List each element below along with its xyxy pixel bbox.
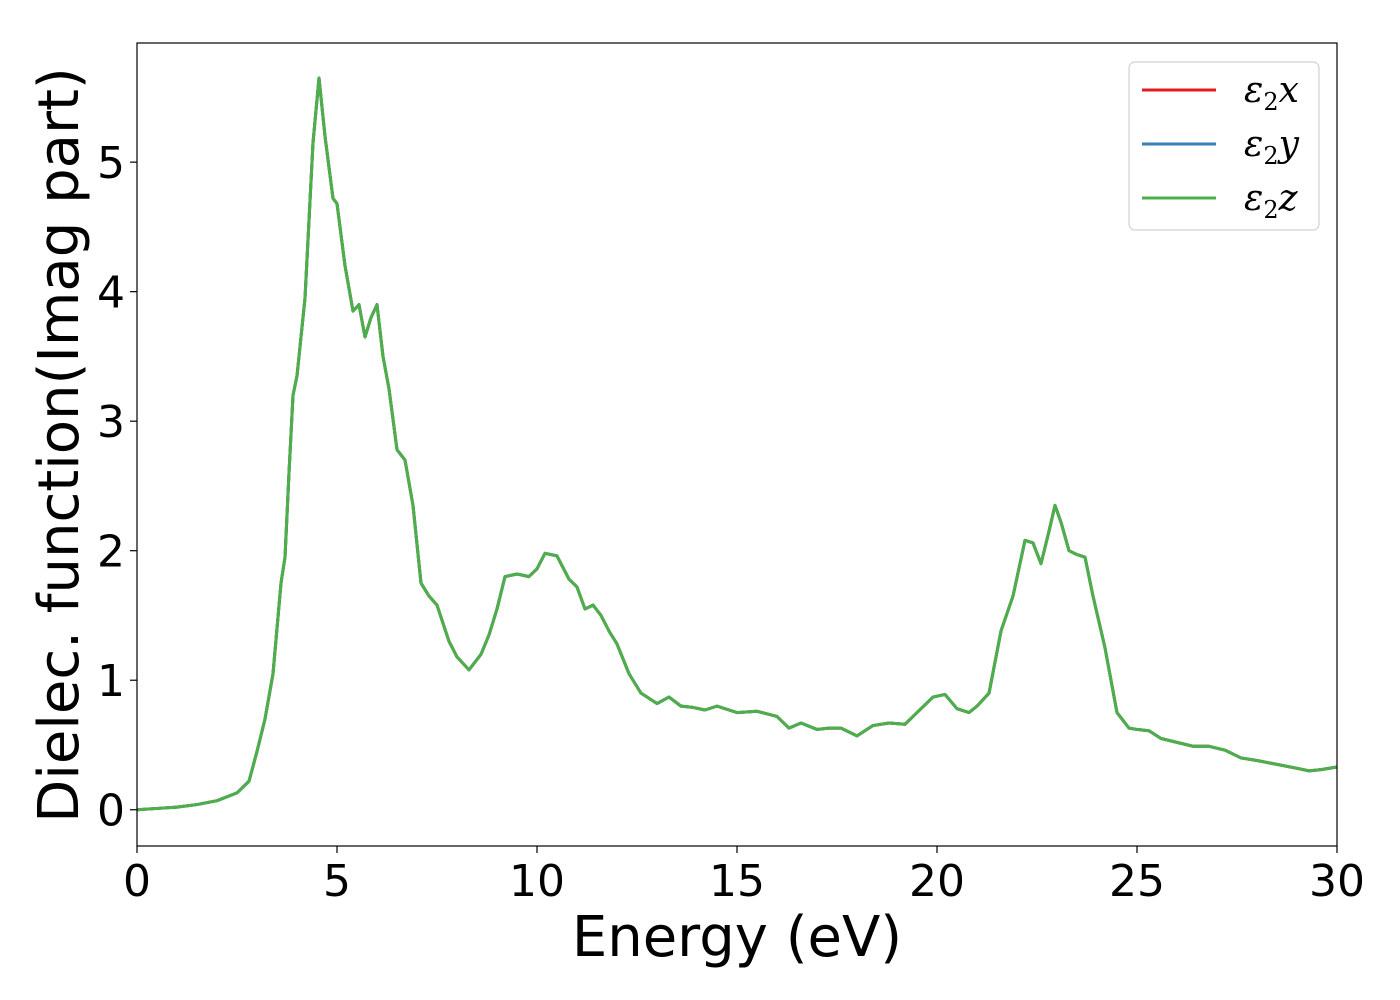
y-axis: 0 1 2 3 4 5 <box>97 138 137 837</box>
series-layer <box>136 76 1338 812</box>
series-line-ε2z <box>136 76 1338 812</box>
legend-label: ε2x <box>1244 70 1299 116</box>
y-axis-label: Dielec. function(Imag part) <box>27 67 92 823</box>
legend-symbol: ε <box>1244 70 1263 111</box>
legend-box <box>1128 61 1320 231</box>
y-tick-label: 5 <box>97 138 125 189</box>
legend-subscript: 2 <box>1263 142 1278 170</box>
x-tick-label: 15 <box>709 856 765 907</box>
x-tick-label: 0 <box>123 856 151 907</box>
x-tick-label: 10 <box>509 856 565 907</box>
x-axis-label: Energy (eV) <box>572 905 902 970</box>
x-tick-label: 20 <box>909 856 965 907</box>
x-tick-label: 5 <box>323 856 351 907</box>
legend-variable: z <box>1278 178 1299 219</box>
legend-variable: y <box>1277 124 1300 165</box>
x-tick-label: 30 <box>1309 856 1365 907</box>
legend-variable: x <box>1279 70 1299 111</box>
legend-subscript: 2 <box>1263 88 1278 116</box>
y-tick-label: 3 <box>97 397 125 448</box>
x-axis: 0 5 10 15 20 25 30 <box>123 846 1365 907</box>
legend-subscript: 2 <box>1263 196 1278 224</box>
y-tick-label: 4 <box>97 268 125 319</box>
legend-symbol: ε <box>1244 178 1263 219</box>
y-tick-label: 2 <box>97 527 125 578</box>
legend-label: ε2z <box>1244 178 1299 224</box>
legend-label: ε2y <box>1244 124 1300 170</box>
y-tick-label: 0 <box>97 786 125 837</box>
x-tick-label: 25 <box>1109 856 1165 907</box>
y-tick-label: 1 <box>97 656 125 707</box>
legend-symbol: ε <box>1244 124 1263 165</box>
